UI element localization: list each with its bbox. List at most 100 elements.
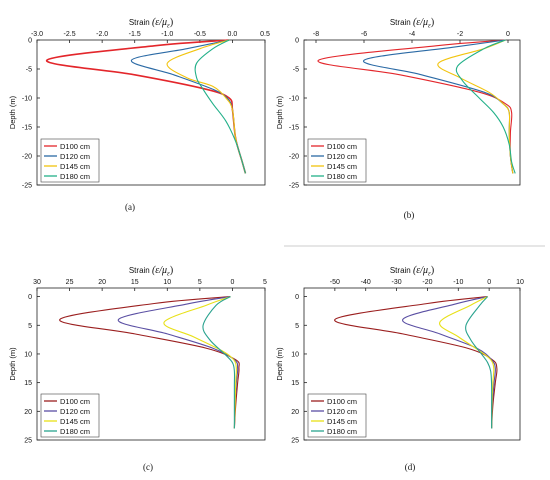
x-axis-title: Strain (ε/με) — [390, 17, 434, 30]
legend-label: D120 cm — [327, 152, 357, 161]
x-tick-label: 5 — [198, 279, 202, 286]
x-tick-label: 15 — [131, 279, 139, 286]
y-tick-label: 10 — [24, 351, 32, 358]
y-tick-label: 25 — [291, 438, 299, 445]
legend-label: D100 cm — [327, 397, 357, 406]
x-tick-label: -40 — [361, 279, 371, 286]
series-line-d100-cm — [59, 296, 240, 429]
x-tick-label: 0.5 — [260, 31, 270, 38]
y-tick-label: -15 — [22, 125, 32, 132]
x-tick-label: -50 — [330, 279, 340, 286]
legend-label: D180 cm — [327, 427, 357, 436]
y-tick-label: -20 — [289, 154, 299, 161]
series-line-d145-cm — [163, 296, 237, 429]
y-tick-label: 0 — [295, 38, 299, 45]
x-tick-label: 20 — [98, 279, 106, 286]
x-tick-label: 0 — [230, 279, 234, 286]
x-tick-label: -1.0 — [161, 31, 173, 38]
legend-label: D145 cm — [60, 417, 90, 426]
x-axis-title: Strain (ε/με) — [129, 265, 173, 278]
series-line-d145-cm — [437, 39, 514, 174]
series-line-d180-cm — [465, 296, 493, 429]
legend-label: D100 cm — [60, 397, 90, 406]
plot-frame — [36, 287, 266, 441]
plot-frame — [36, 39, 266, 186]
y-tick-label: -10 — [22, 96, 32, 103]
y-tick-label: -5 — [26, 67, 32, 74]
y-tick-label: -10 — [289, 96, 299, 103]
x-axis-title: Strain (ε/με) — [129, 17, 173, 30]
legend-label: D120 cm — [60, 407, 90, 416]
y-tick-label: -20 — [22, 154, 32, 161]
legend-label: D120 cm — [327, 407, 357, 416]
x-tick-label: -1.5 — [129, 31, 141, 38]
y-tick-label: -25 — [289, 183, 299, 190]
legend-label: D180 cm — [327, 172, 357, 181]
series-line-d180-cm — [455, 39, 516, 174]
y-tick-label: 0 — [295, 294, 299, 301]
series-line-d100-cm — [334, 296, 498, 429]
panel-caption: (d) — [405, 462, 416, 472]
y-axis-title: Depth (m) — [275, 347, 284, 381]
legend-label: D145 cm — [327, 417, 357, 426]
y-tick-label: 25 — [24, 438, 32, 445]
x-tick-label: -2.5 — [64, 31, 76, 38]
chart-panel-c: 30 25 20 15 10 5 0 5 0 5 10 15 20 25 Strain (ε/με) Dept… — [8, 265, 267, 472]
legend-box — [307, 393, 367, 438]
chart-panel-a: -3.0 -2.5 -2.0 -1.5 -1.0 -0.5 0.0 0.5 0 -5 -10 -15 -… — [8, 17, 270, 212]
legend-label: D145 cm — [60, 162, 90, 171]
x-tick-label: 30 — [33, 279, 41, 286]
series-line-d145-cm — [439, 296, 495, 429]
x-tick-label: 0 — [487, 279, 491, 286]
x-tick-label: -3.0 — [31, 31, 43, 38]
legend-label: D100 cm — [327, 142, 357, 151]
series-line-d120-cm — [117, 296, 239, 429]
series-line-d120-cm — [130, 39, 246, 174]
panel-caption: (c) — [143, 462, 153, 472]
x-tick-label: -0.5 — [194, 31, 206, 38]
x-tick-label: -4 — [409, 31, 415, 38]
y-tick-label: 20 — [291, 409, 299, 416]
x-tick-label: 0 — [506, 31, 510, 38]
x-tick-label: -6 — [361, 31, 367, 38]
chart-panel-d: -50 -40 -30 -20 -10 0 10 0 5 10 15 20 25 Strain (ε/με… — [275, 265, 524, 472]
plot-frame — [303, 287, 521, 441]
y-tick-label: 10 — [291, 351, 299, 358]
legend-label: D120 cm — [60, 152, 90, 161]
y-axis-title: Depth (m) — [8, 95, 17, 129]
legend-label: D180 cm — [60, 427, 90, 436]
series-line-d120-cm — [402, 296, 496, 429]
panel-caption: (a) — [125, 202, 135, 212]
x-tick-label: -8 — [313, 31, 319, 38]
y-tick-label: -5 — [293, 67, 299, 74]
x-axis-title: Strain (ε/με) — [390, 265, 434, 278]
x-tick-label: -2.0 — [96, 31, 108, 38]
x-tick-label: 25 — [66, 279, 74, 286]
x-tick-label: 10 — [163, 279, 171, 286]
series-line-d120-cm — [363, 39, 514, 174]
y-tick-label: 15 — [291, 380, 299, 387]
legend-label: D180 cm — [60, 172, 90, 181]
panel-caption: (b) — [404, 210, 415, 220]
y-tick-label: 0 — [28, 294, 32, 301]
legend-label: D100 cm — [60, 142, 90, 151]
y-tick-label: 5 — [28, 323, 32, 330]
x-tick-label: -2 — [457, 31, 463, 38]
y-tick-label: 15 — [24, 380, 32, 387]
x-tick-label: 10 — [516, 279, 524, 286]
x-tick-label: 0.0 — [228, 31, 238, 38]
y-tick-label: -25 — [22, 183, 32, 190]
x-tick-label: 5 — [263, 279, 267, 286]
series-line-d180-cm — [194, 39, 246, 174]
y-tick-label: 5 — [295, 323, 299, 330]
y-tick-label: -15 — [289, 125, 299, 132]
x-tick-label: -10 — [453, 279, 463, 286]
legend-label: D145 cm — [327, 162, 357, 171]
y-axis-title: Depth (m) — [8, 347, 17, 381]
y-tick-label: 0 — [28, 38, 32, 45]
x-tick-label: -20 — [422, 279, 432, 286]
y-axis-title: Depth (m) — [275, 95, 284, 129]
series-line-d100-cm — [317, 39, 514, 174]
x-tick-label: -30 — [392, 279, 402, 286]
